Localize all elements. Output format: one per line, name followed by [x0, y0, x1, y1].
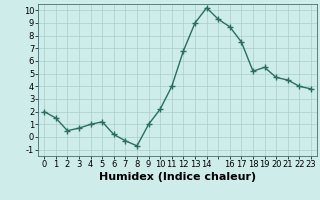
X-axis label: Humidex (Indice chaleur): Humidex (Indice chaleur) [99, 172, 256, 182]
